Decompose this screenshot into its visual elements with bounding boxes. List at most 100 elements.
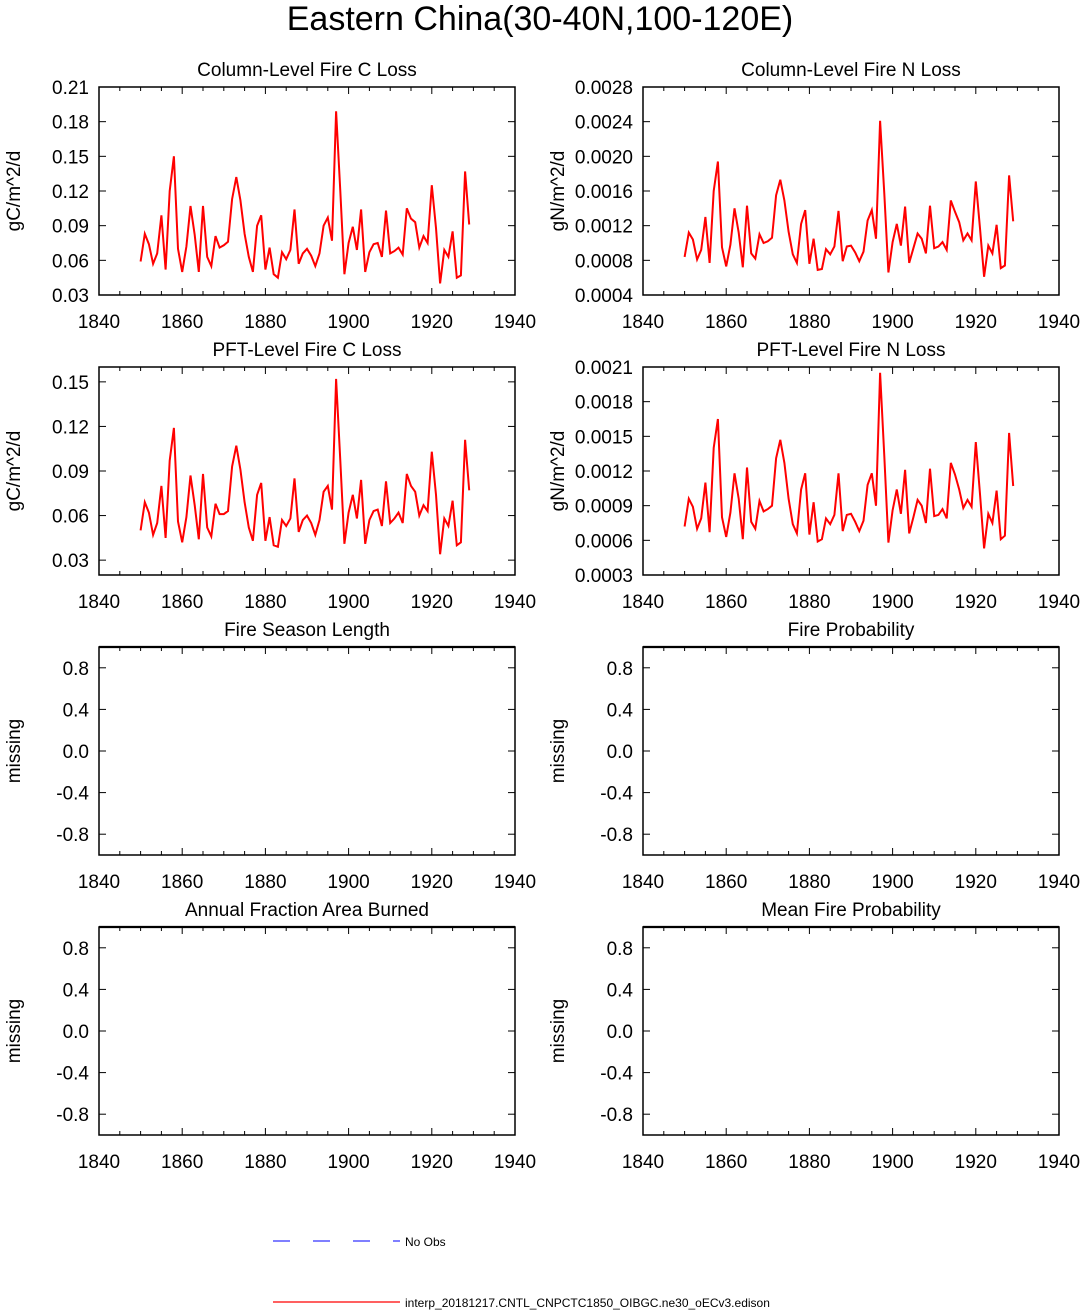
x-tick-label: 1860 [161,312,203,333]
y-tick-label: -0.4 [56,784,89,805]
y-axis-label: missing [548,719,569,783]
y-tick-label: 0.0015 [575,427,633,448]
x-tick-label: 1860 [705,872,747,893]
x-tick-label: 1880 [244,592,286,613]
y-tick-label: -0.4 [56,1064,89,1085]
series-line [683,372,1015,549]
plot-frame [98,926,516,1136]
panel-mean-fire-probability: Mean Fire Probability missing 1840 1860 1880… [548,900,1080,1173]
x-tick-label: 1940 [494,872,536,893]
x-tick-label: 1840 [622,312,664,333]
y-tick-label: 0.18 [52,113,89,134]
plot-frame [642,926,1060,1136]
y-tick-label: 0.0009 [575,497,633,518]
plot-frame [642,86,1060,296]
series-line [139,378,471,555]
y-tick-label: 0.0 [63,742,89,763]
panels: Column-Level Fire C Loss gC/m^2/d 1840 1860… [4,60,1080,1173]
x-tick-label: 1920 [411,592,453,613]
y-tick-label: 0.0006 [575,531,633,552]
plot-frame [642,366,1060,576]
y-tick-label: -0.8 [600,1105,633,1126]
x-tick-label: 1920 [955,312,997,333]
x-tick-label: 1920 [955,872,997,893]
x-tick-label: 1880 [244,1152,286,1173]
x-tick-label: 1840 [78,592,120,613]
x-tick-label: 1840 [622,872,664,893]
x-tick-label: 1900 [327,1152,369,1173]
panel-column-level-fire-n-loss: Column-Level Fire N Loss gN/m^2/d 1840 1860… [548,60,1080,333]
y-tick-label: 0.4 [63,700,90,721]
y-tick-label: 0.4 [607,980,634,1001]
y-axis-label: gN/m^2/d [548,431,569,512]
x-tick-label: 1920 [955,592,997,613]
y-tick-label: 0.0 [607,742,633,763]
x-tick-label: 1940 [1038,1152,1080,1173]
y-tick-label: 0.03 [52,286,89,307]
panel-title: Column-Level Fire C Loss [197,60,417,81]
y-tick-label: -0.4 [600,1064,633,1085]
y-tick-label: 0.12 [52,182,89,203]
x-tick-label: 1900 [871,312,913,333]
x-tick-label: 1920 [955,1152,997,1173]
figure-title: Eastern China(30-40N,100-120E) [287,0,794,38]
x-tick-label: 1860 [161,872,203,893]
panel-pft-level-fire-c-loss: PFT-Level Fire C Loss gC/m^2/d 1840 1860 188… [4,340,536,613]
y-tick-label: 0.0012 [575,217,633,238]
x-tick-label: 1940 [494,1152,536,1173]
series-line [139,111,471,284]
y-tick-label: 0.21 [52,78,89,99]
x-tick-label: 1880 [244,312,286,333]
x-tick-label: 1900 [871,872,913,893]
x-tick-label: 1940 [494,312,536,333]
x-tick-label: 1840 [78,872,120,893]
panel-title: Annual Fraction Area Burned [185,900,429,921]
x-tick-label: 1860 [161,1152,203,1173]
y-tick-label: 0.8 [607,939,633,960]
y-tick-label: 0.15 [52,373,89,394]
panel-fire-season-length: Fire Season Length missing 1840 1860 1880 190… [4,620,536,893]
panel-title: Mean Fire Probability [761,900,941,921]
y-axis-label: missing [4,719,25,783]
legend: No Obs interp_20181217.CNTL_CNPCTC1850_O… [273,1235,770,1310]
y-tick-label: 0.0016 [575,182,633,203]
y-tick-label: 0.0012 [575,462,633,483]
x-tick-label: 1860 [705,1152,747,1173]
y-tick-label: 0.8 [607,659,633,680]
y-tick-label: 0.0003 [575,566,633,587]
x-tick-label: 1880 [788,592,830,613]
x-tick-label: 1940 [1038,872,1080,893]
panel-pft-level-fire-n-loss: PFT-Level Fire N Loss gN/m^2/d 1840 1860 188… [548,340,1080,613]
y-axis-label: gC/m^2/d [4,431,25,512]
y-axis-label: missing [4,999,25,1063]
panel-column-level-fire-c-loss: Column-Level Fire C Loss gC/m^2/d 1840 1860… [4,60,536,333]
plot-frame [98,86,516,296]
y-tick-label: -0.8 [600,825,633,846]
y-axis-label: gC/m^2/d [4,151,25,232]
y-tick-label: 0.03 [52,551,89,572]
x-tick-label: 1880 [788,872,830,893]
y-tick-label: 0.09 [52,217,89,238]
x-tick-label: 1900 [871,1152,913,1173]
y-tick-label: -0.8 [56,1105,89,1126]
x-tick-label: 1840 [622,592,664,613]
y-tick-label: 0.0024 [575,113,634,134]
panel-title: PFT-Level Fire C Loss [213,340,402,361]
y-tick-label: 0.09 [52,462,89,483]
x-tick-label: 1860 [161,592,203,613]
x-tick-label: 1860 [705,592,747,613]
x-tick-label: 1840 [78,312,120,333]
y-tick-label: 0.4 [63,980,90,1001]
y-tick-label: 0.0020 [575,147,633,168]
panel-title: PFT-Level Fire N Loss [757,340,946,361]
x-tick-label: 1920 [411,872,453,893]
x-tick-label: 1840 [622,1152,664,1173]
y-tick-label: 0.8 [63,659,89,680]
x-tick-label: 1940 [1038,312,1080,333]
y-tick-label: 0.0028 [575,78,633,99]
x-tick-label: 1920 [411,312,453,333]
legend-model-label: interp_20181217.CNTL_CNPCTC1850_OIBGC.ne… [405,1296,770,1310]
panel-title: Fire Season Length [224,620,390,641]
plot-frame [98,646,516,856]
